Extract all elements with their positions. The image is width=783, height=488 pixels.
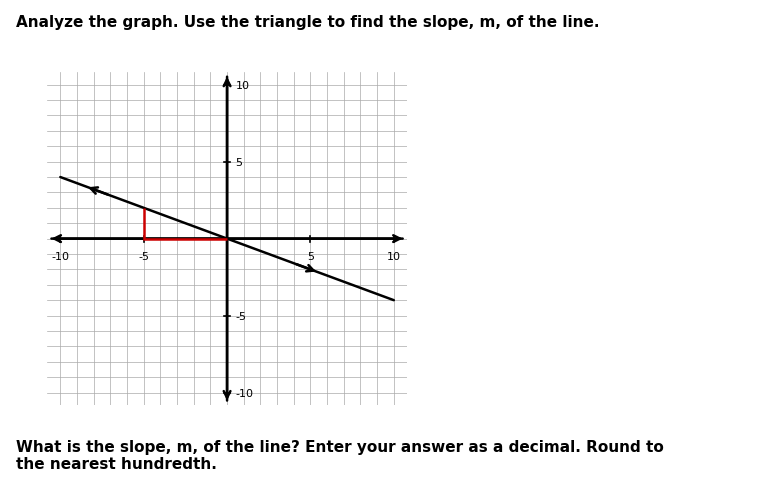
Text: 10: 10 [387,251,401,262]
Text: -10: -10 [52,251,70,262]
Text: Analyze the graph. Use the triangle to find the slope, m, of the line.: Analyze the graph. Use the triangle to f… [16,15,599,30]
Text: 5: 5 [236,157,243,167]
Text: 5: 5 [307,251,314,262]
Text: 10: 10 [236,81,250,90]
Text: -10: -10 [236,388,254,398]
Text: -5: -5 [138,251,150,262]
Text: -5: -5 [236,311,247,321]
Text: What is the slope, m, of the line? Enter your answer as a decimal. Round to
the : What is the slope, m, of the line? Enter… [16,439,663,471]
